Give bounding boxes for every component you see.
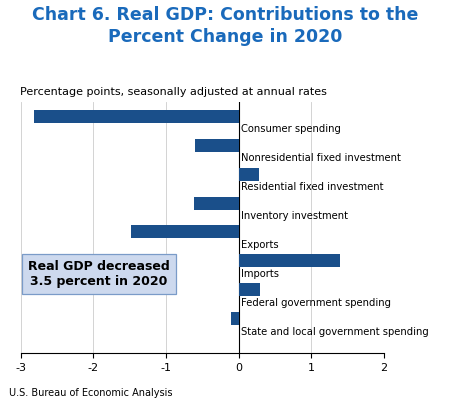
Text: Real GDP decreased
3.5 percent in 2020: Real GDP decreased 3.5 percent in 2020	[28, 260, 170, 288]
Bar	[238, 283, 261, 296]
Text: Exports: Exports	[242, 240, 279, 250]
Bar	[238, 168, 259, 181]
Bar	[238, 254, 340, 267]
Text: Inventory investment: Inventory investment	[242, 211, 348, 221]
Bar	[195, 139, 238, 152]
Bar	[34, 110, 238, 123]
Bar	[194, 196, 239, 210]
Text: Residential fixed investment: Residential fixed investment	[242, 182, 384, 192]
Text: State and local government spending: State and local government spending	[242, 326, 429, 336]
Bar	[231, 312, 239, 325]
Bar	[131, 226, 238, 238]
Text: Imports: Imports	[242, 269, 279, 279]
Text: Nonresidential fixed investment: Nonresidential fixed investment	[242, 153, 401, 163]
Text: Percentage points, seasonally adjusted at annual rates: Percentage points, seasonally adjusted a…	[21, 87, 328, 97]
Text: Consumer spending: Consumer spending	[242, 124, 342, 134]
Text: U.S. Bureau of Economic Analysis: U.S. Bureau of Economic Analysis	[9, 388, 172, 398]
Text: Chart 6. Real GDP: Contributions to the
Percent Change in 2020: Chart 6. Real GDP: Contributions to the …	[32, 6, 418, 46]
Text: Federal government spending: Federal government spending	[242, 298, 392, 308]
